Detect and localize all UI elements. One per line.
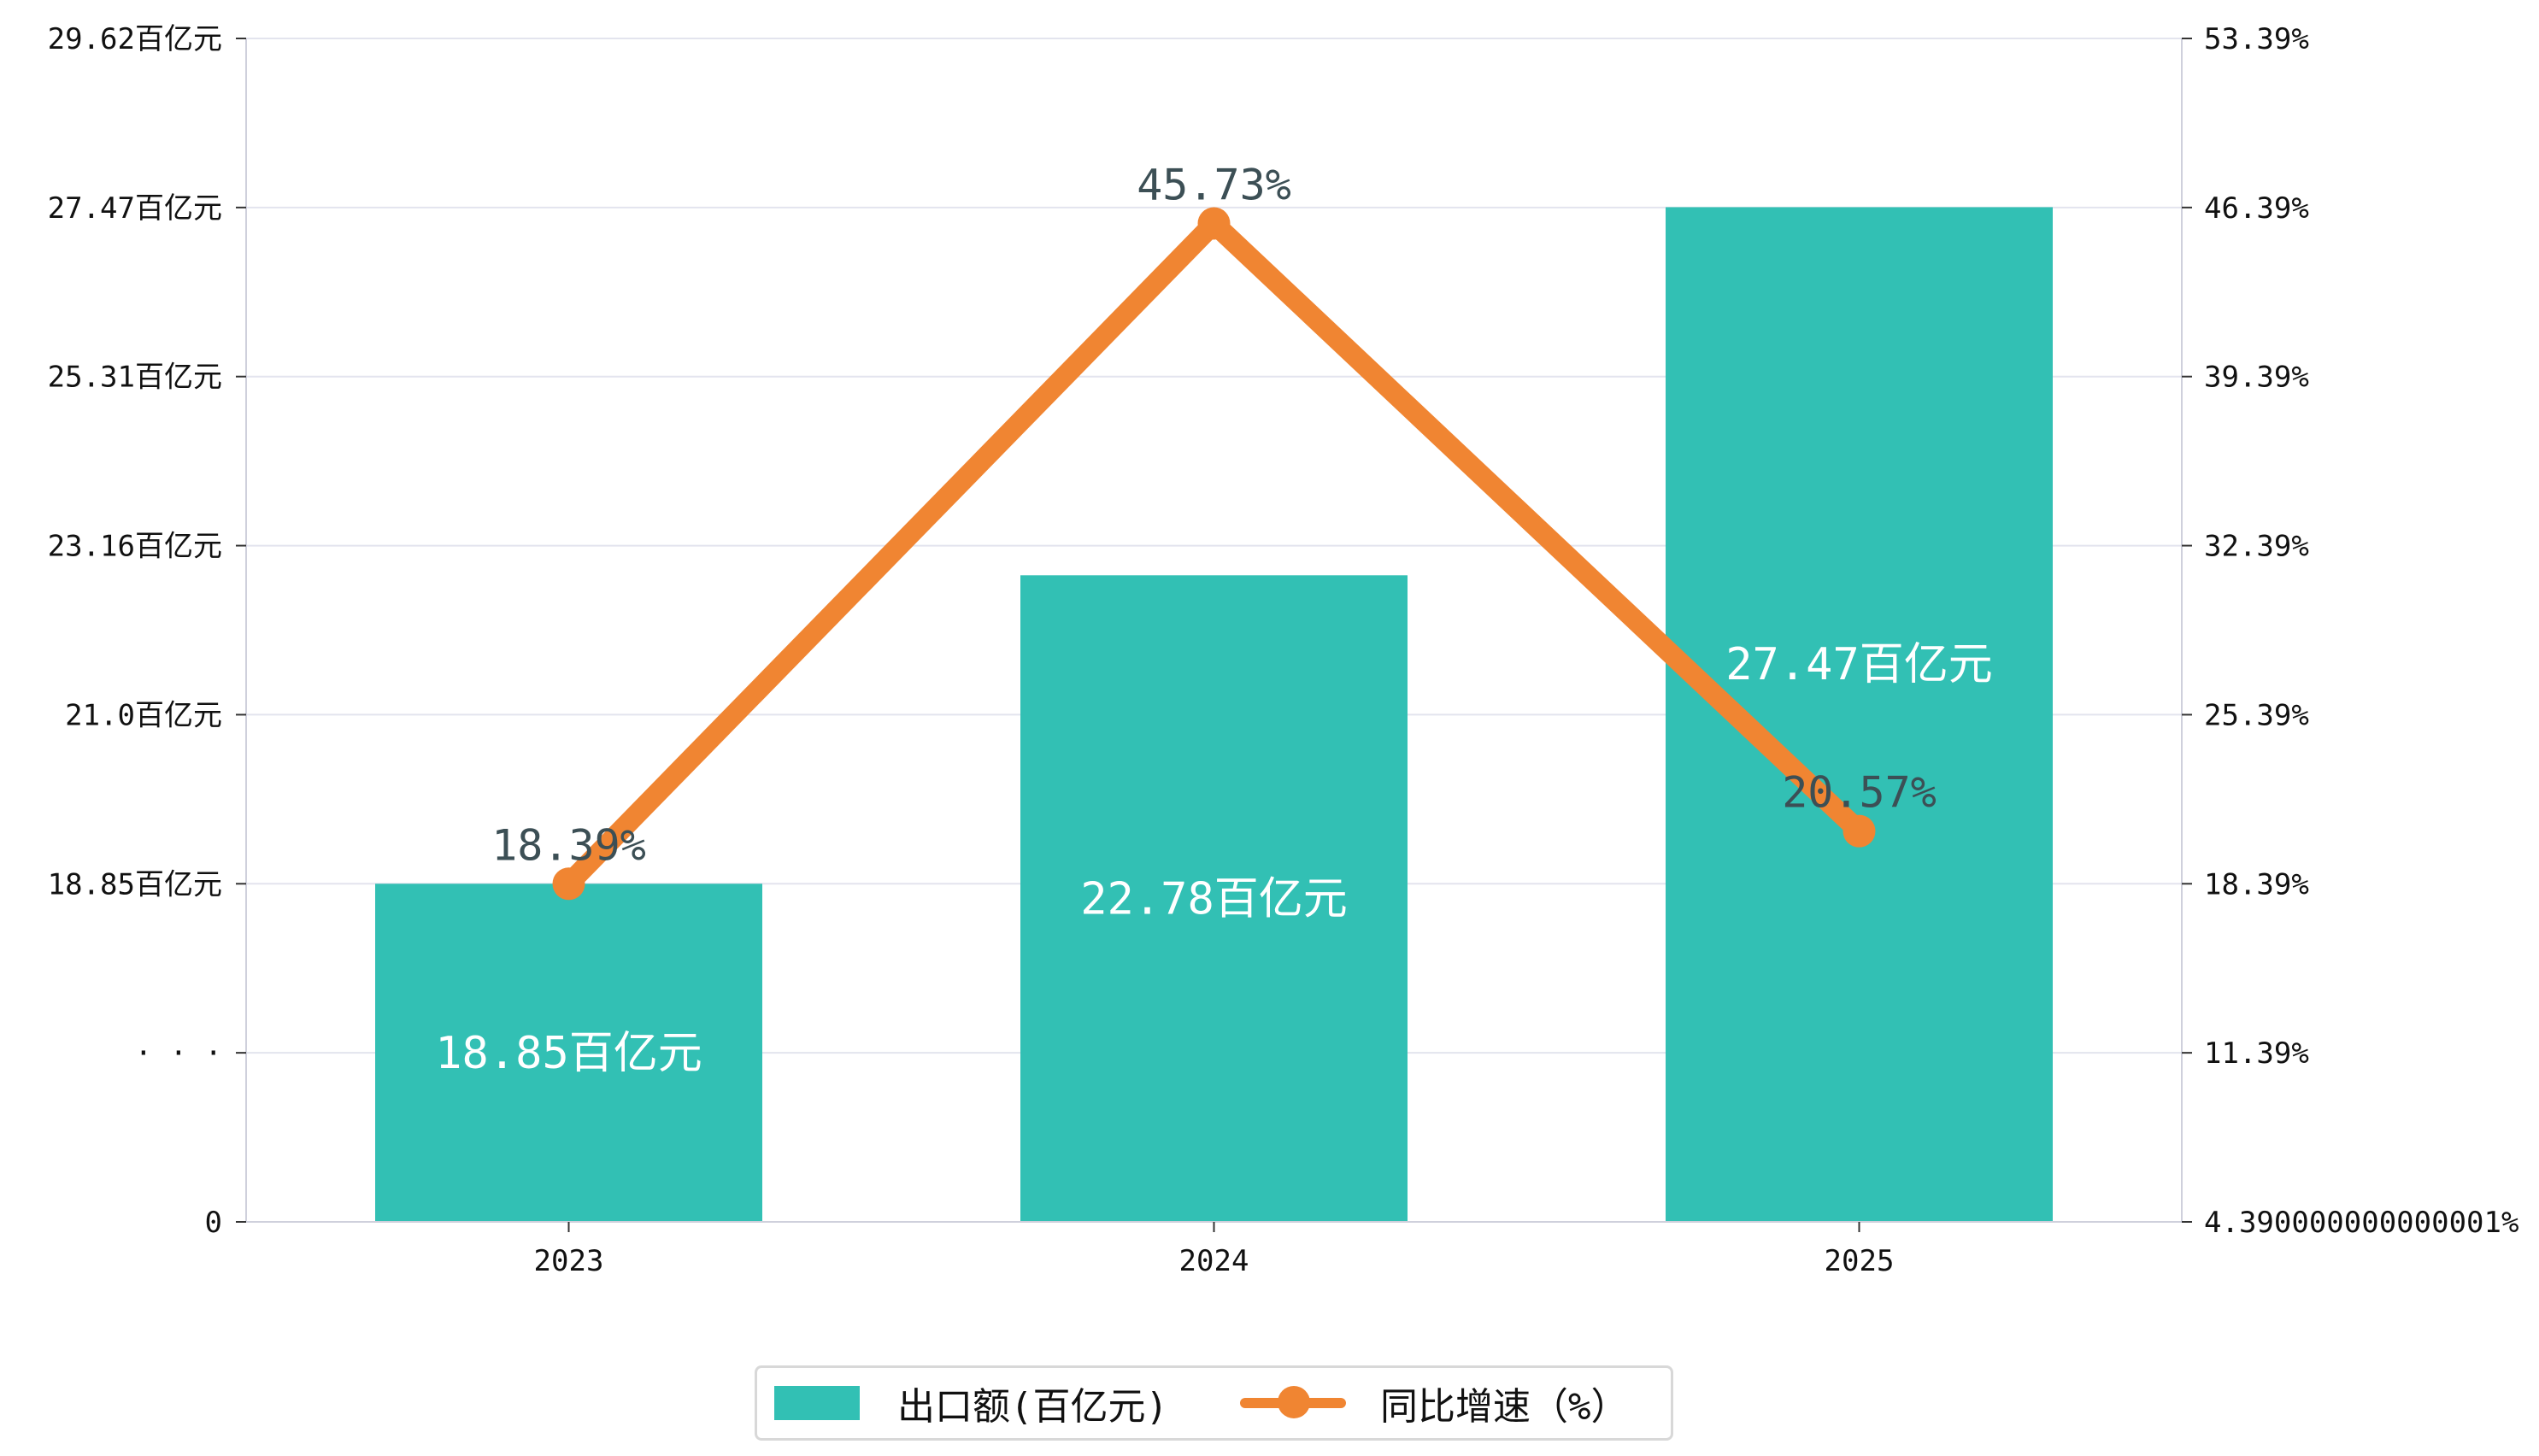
left-tick-label: 27.47百亿元 (48, 191, 222, 226)
legend-swatch-bar (774, 1386, 860, 1420)
axes: 0 · · · 18.85百亿元 21.0百亿元 23.16百亿元 25.31百亿元 27.… (48, 22, 2519, 1278)
bar-value-label: 18.85百亿元 (435, 1028, 702, 1079)
growth-point-2023 (552, 867, 585, 901)
growth-point-2024 (1197, 207, 1231, 240)
right-tick-label: 39.39% (2204, 361, 2309, 395)
bar-value-label: 27.47百亿元 (1725, 639, 1993, 690)
bar-2024 (1020, 575, 1408, 1222)
right-tick-label: 18.39% (2204, 867, 2309, 901)
right-tick-label: 25.39% (2204, 698, 2309, 732)
data-labels: 18.85百亿元 22.78百亿元 27.47百亿元 18.39% 45.73% 20.5… (435, 161, 1993, 1080)
legend-item-export: 出口额(百亿元) (757, 1376, 1168, 1430)
left-tick-label: 25.31百亿元 (48, 361, 222, 395)
right-tick-label: 32.39% (2204, 530, 2309, 564)
growth-value-label: 20.57% (1782, 768, 1937, 818)
left-tick-label: 29.62百亿元 (48, 22, 222, 56)
growth-value-label: 45.73% (1137, 161, 1291, 210)
left-tick-label: 23.16百亿元 (48, 530, 222, 564)
left-tick-label: 0 (205, 1206, 222, 1240)
growth-point-2025 (1843, 814, 1876, 848)
legend-label-growth: 同比增速（%） (1379, 1385, 1629, 1429)
growth-value-label: 18.39% (491, 820, 646, 870)
left-tick-label: 18.85百亿元 (48, 867, 222, 901)
left-tick-label: 21.0百亿元 (65, 698, 222, 732)
legend: 出口额(百亿元) 同比增速（%） (755, 1365, 1673, 1441)
right-tick-label: 4.390000000000001% (2204, 1206, 2518, 1240)
legend-swatch-line (1239, 1386, 1346, 1420)
right-tick-label: 46.39% (2204, 191, 2309, 226)
bar-value-label: 22.78百亿元 (1080, 874, 1348, 925)
growth-line (552, 207, 1876, 901)
legend-label-export: 出口额(百亿元) (897, 1385, 1168, 1429)
x-tick-label: 2024 (1179, 1244, 1249, 1278)
x-tick-label: 2023 (534, 1244, 604, 1278)
x-tick-label: 2025 (1825, 1244, 1895, 1278)
legend-item-growth: 同比增速（%） (1168, 1376, 1629, 1430)
right-tick-label: 11.39% (2204, 1036, 2309, 1071)
left-tick-label: · · · (135, 1036, 222, 1071)
right-tick-label: 53.39% (2204, 22, 2309, 56)
bar-2023 (375, 884, 762, 1222)
